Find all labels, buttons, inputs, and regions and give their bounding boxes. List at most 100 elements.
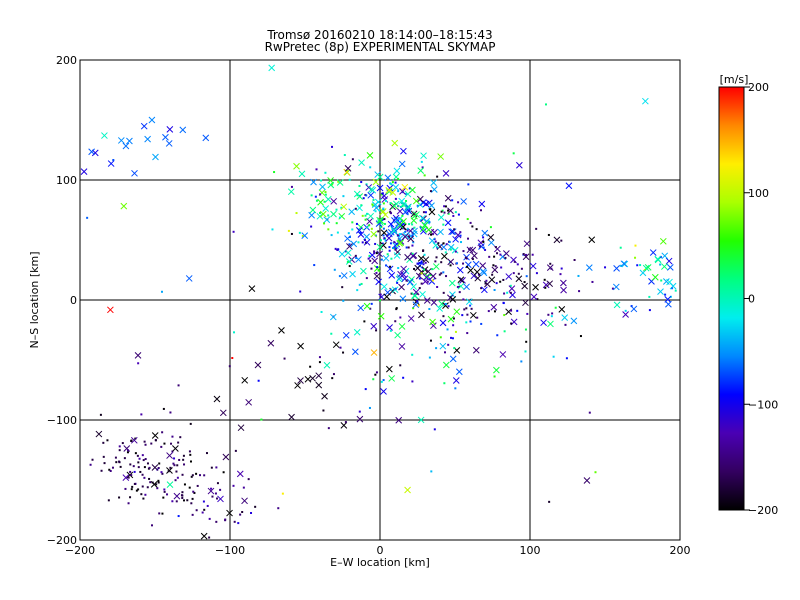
scatter-point-cross <box>122 142 130 150</box>
scatter-point-dot <box>449 248 452 251</box>
scatter-point-dot <box>191 513 194 516</box>
scatter-point-dot <box>429 190 432 193</box>
scatter-point-cross <box>459 277 466 284</box>
scatter-point-cross <box>398 343 406 350</box>
scatter-point-dot <box>141 485 144 488</box>
scatter-point-cross <box>560 279 567 287</box>
scatter-point-dot <box>151 524 154 527</box>
scatter-point-dot <box>418 287 421 290</box>
scatter-point-dot <box>224 519 227 522</box>
scatter-point-cross <box>522 299 529 307</box>
scatter-point-cross <box>404 253 411 261</box>
scatter-point-dot <box>594 471 597 474</box>
scatter-point-dot <box>139 470 142 473</box>
scatter-point-dot <box>196 484 199 487</box>
scatter-point-dot <box>440 210 443 213</box>
scatter-point-cross <box>236 470 244 478</box>
scatter-point-dot <box>327 214 330 217</box>
scatter-point-dot <box>129 463 132 466</box>
scatter-point-dot <box>309 365 312 368</box>
scatter-point-dot <box>375 252 378 255</box>
scatter-point-dot <box>234 449 237 452</box>
scatter-point-dot <box>374 210 377 213</box>
scatter-point-dot <box>417 304 420 307</box>
scatter-point-dot <box>390 212 393 215</box>
scatter-point-cross <box>396 240 403 247</box>
scatter-point-dot <box>201 511 204 514</box>
scatter-point-dot <box>373 252 376 255</box>
scatter-point-dot <box>360 204 363 207</box>
scatter-point-dot <box>509 284 512 287</box>
scatter-point-dot <box>138 457 141 460</box>
scatter-point-dot <box>390 288 393 291</box>
scatter-point-dot <box>158 462 161 465</box>
scatter-point-dot <box>176 464 179 467</box>
scatter-point-cross <box>449 228 457 235</box>
scatter-point-cross <box>420 152 427 160</box>
scatter-point-dot <box>444 303 447 306</box>
scatter-point-dot <box>358 410 361 413</box>
scatter-point-dot <box>134 452 137 455</box>
scatter-point-dot <box>390 183 393 186</box>
scatter-point-cross <box>254 361 262 369</box>
scatter-point-dot <box>429 339 432 342</box>
scatter-point-dot <box>639 264 642 267</box>
scatter-point-dot <box>402 222 405 225</box>
scatter-point-dot <box>405 200 408 203</box>
scatter-point-dot <box>310 225 313 228</box>
scatter-point-dot <box>378 209 381 212</box>
scatter-point-cross <box>394 331 401 339</box>
scatter-point-dot <box>525 340 528 343</box>
scatter-point-dot <box>648 309 651 312</box>
scatter-point-dot <box>428 221 431 224</box>
scatter-point-cross <box>267 339 275 347</box>
scatter-point-dot <box>442 291 445 294</box>
chart-title: Tromsø 20160210 18:14:00–18:15:43 <box>266 28 492 42</box>
scatter-point-dot <box>382 207 385 210</box>
colorbar-ticks: 200 100 0 −100 −200 <box>744 81 778 517</box>
scatter-point-cross <box>452 377 460 384</box>
scatter-point-dot <box>445 275 448 278</box>
scatter-point-dot <box>382 234 385 237</box>
scatter-point-cross <box>248 285 256 292</box>
scatter-point-dot <box>544 103 547 106</box>
scatter-point-cross <box>336 179 344 186</box>
scatter-point-dot <box>323 222 326 225</box>
scatter-point-dot <box>431 279 434 282</box>
scatter-point-dot <box>469 304 472 307</box>
scatter-point-dot <box>424 211 427 214</box>
scatter-point-cross <box>447 315 455 323</box>
scatter-point-dot <box>485 279 488 282</box>
scatter-point-cross <box>126 137 133 145</box>
scatter-point-dot <box>394 248 397 251</box>
scatter-point-dot <box>524 328 527 331</box>
scatter-point-dot <box>604 266 607 269</box>
scatter-point-cross <box>386 265 394 273</box>
scatter-point-dot <box>112 159 115 162</box>
scatter-point-dot <box>175 500 178 503</box>
scatter-point-dot <box>341 286 344 289</box>
scatter-point-dot <box>114 456 117 459</box>
scatter-point-cross <box>179 126 187 134</box>
scatter-point-dot <box>172 462 175 465</box>
scatter-point-dot <box>467 237 470 240</box>
scatter-point-dot <box>506 291 509 294</box>
scatter-point-cross <box>80 168 88 175</box>
scatter-point-cross <box>423 297 431 304</box>
scatter-point-dot <box>407 246 410 249</box>
scatter-point-dot <box>356 194 359 197</box>
scatter-point-dot <box>452 324 455 327</box>
scatter-point-dot <box>495 282 498 285</box>
scatter-point-dot <box>565 357 568 360</box>
scatter-point-dot <box>398 234 401 237</box>
scatter-point-dot <box>379 293 382 296</box>
scatter-point-dot <box>462 262 465 265</box>
scatter-point-cross <box>422 256 430 264</box>
scatter-point-cross <box>349 270 356 278</box>
scatter-point-dot <box>381 192 384 195</box>
scatter-point-dot <box>136 454 139 457</box>
scatter-point-dot <box>155 483 158 486</box>
scatter-point-cross <box>377 217 385 225</box>
scatter-point-cross <box>297 377 304 384</box>
colorbar-tick-label: −200 <box>748 504 778 517</box>
